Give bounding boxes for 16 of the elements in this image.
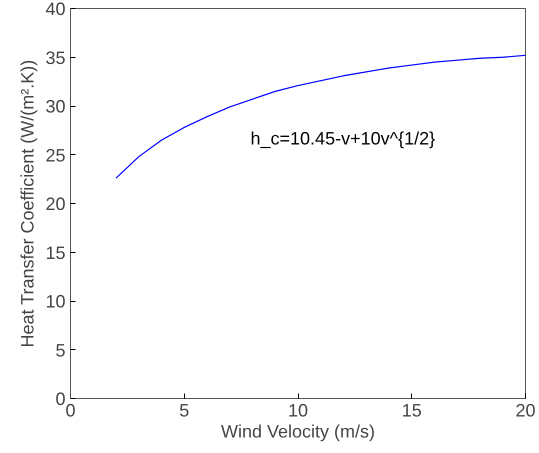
y-tick-label: 15 [45, 242, 66, 263]
x-tick-label: 10 [288, 400, 308, 420]
y-tick-label: 30 [45, 96, 66, 116]
y-tick-label: 10 [45, 292, 66, 312]
y-tick-label: 20 [45, 194, 66, 214]
y-axis-title: Heat Transfer Coefficient (W/(m².K)) [17, 60, 38, 348]
x-tick-label: 15 [402, 400, 422, 420]
y-tick-label: 35 [45, 48, 66, 68]
x-tick-label: 5 [179, 400, 190, 420]
x-tick-label: 20 [515, 400, 536, 420]
line-series [115, 54, 526, 179]
y-tick-label: 40 [45, 0, 66, 19]
annotation: h_c=10.45-v+10v^{1/2} [250, 128, 436, 148]
y-tick-label: 5 [55, 340, 66, 360]
x-axis-title: Wind Velocity (m/s) [220, 422, 376, 442]
y-tick-label: 25 [45, 145, 66, 166]
